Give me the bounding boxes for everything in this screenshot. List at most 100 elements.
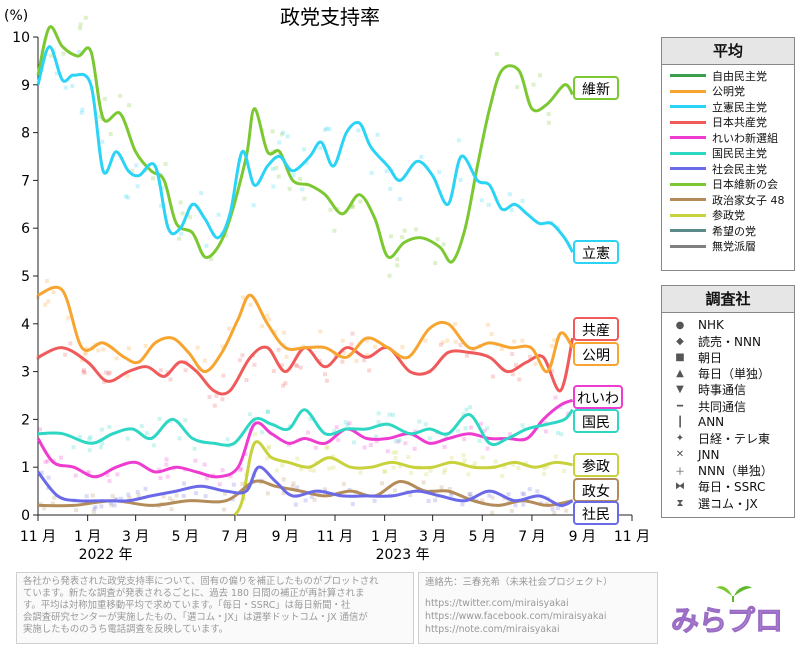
note-link[interactable]: https://note.com/miraisyakai [425, 624, 560, 635]
poll-point [192, 446, 197, 451]
poll-point [419, 154, 424, 159]
poll-point [402, 228, 407, 233]
x-tick-label: 1 月 [371, 529, 398, 545]
y-tick-label: 5 [21, 269, 30, 285]
average-legend-item: 希望の党 [662, 223, 794, 239]
poll-point [358, 199, 363, 204]
facebook-link[interactable]: https://www.facebook.com/miraisyakai [425, 611, 607, 622]
average-legend-item: 立憲民主党 [662, 99, 794, 115]
poll-point [251, 203, 256, 208]
poll-point [193, 458, 198, 463]
poll-point [194, 491, 199, 496]
poll-point [479, 198, 484, 203]
poll-point [322, 487, 327, 492]
legend-swatch [670, 182, 706, 186]
poll-point [222, 507, 227, 512]
poll-point [118, 93, 123, 98]
poll-point [340, 359, 345, 364]
poll-point [400, 235, 405, 240]
poll-point [375, 132, 380, 137]
poll-point [397, 438, 402, 443]
y-tick-label: 6 [21, 221, 30, 237]
note-line: す。平均は対称加重移動平均で求めています。「毎日・SSRC」は毎日新聞・社 [23, 600, 351, 611]
poll-point [295, 364, 300, 369]
x-tick-label: 3 月 [122, 529, 149, 545]
pollster-legend-item: ⧓ 毎日・SSRC [662, 479, 794, 495]
poll-point [202, 462, 207, 467]
poll-point [493, 459, 498, 464]
legend-label: 国民民主党 [712, 147, 767, 161]
poll-point [281, 477, 286, 482]
poll-point [389, 234, 394, 239]
legend-label: 共同通信 [698, 399, 747, 414]
poll-point [477, 438, 482, 443]
poll-point [442, 444, 447, 449]
poll-point [71, 445, 76, 450]
poll-point [485, 322, 490, 327]
poll-point [265, 456, 270, 461]
poll-point [240, 481, 245, 486]
pollster-legend-item: ◆ 読売・NNN [662, 333, 794, 349]
poll-point [512, 339, 517, 344]
series-line [36, 465, 574, 507]
poll-point [427, 436, 432, 441]
axes: 0 1 2 3 4 5 6 7 8 9 10 11 月 1 月 3 月 5 月 7 月 9 月 11 月 1 月 3 … [12, 30, 650, 563]
poll-point [179, 231, 184, 236]
poll-point [107, 370, 112, 375]
poll-point [500, 474, 505, 479]
poll-point [61, 51, 66, 56]
poll-point [99, 504, 104, 509]
poll-point [350, 331, 355, 336]
x-tick-label: 11 月 [614, 529, 650, 545]
poll-point [119, 496, 124, 501]
pollster-marker-icon: ● [675, 319, 685, 331]
poll-point [345, 423, 350, 428]
poll-point [552, 338, 557, 343]
poll-point [266, 446, 271, 451]
poll-point [447, 487, 452, 492]
poll-point [267, 444, 272, 449]
poll-point [45, 459, 50, 464]
poll-point [265, 491, 270, 496]
poll-point [506, 499, 511, 504]
poll-point [374, 434, 379, 439]
poll-point [306, 430, 311, 435]
average-legend-item: 無党派層 [662, 239, 794, 255]
y-tick-label: 4 [21, 317, 30, 333]
poll-point [279, 363, 284, 368]
poll-point [462, 458, 467, 463]
poll-point [309, 494, 314, 499]
year-label: 2022 年 [79, 547, 133, 563]
poll-point [169, 507, 174, 512]
poll-point [158, 368, 163, 373]
legend-label: 時事通信 [698, 383, 747, 398]
poll-point [543, 429, 548, 434]
poll-point [520, 423, 525, 428]
legend-swatch [670, 167, 706, 171]
poll-point [87, 437, 92, 442]
series-end-label-box [573, 453, 619, 477]
poll-point [274, 165, 279, 170]
chart-title: 政党支持率 [280, 5, 380, 29]
poll-point [324, 446, 329, 451]
poll-point [168, 496, 172, 501]
poll-point [239, 466, 244, 471]
poll-point [109, 503, 114, 508]
twitter-link[interactable]: https://twitter.com/miraisyakai [425, 598, 569, 609]
poll-point [83, 352, 88, 357]
poll-point [177, 236, 182, 241]
pollster-legend-item: ■ 朝日 [662, 349, 794, 365]
poll-point [43, 459, 48, 464]
series-end-label-box [573, 385, 623, 409]
y-axis-label: (%) [4, 8, 28, 24]
series-end-label-box [573, 317, 619, 341]
poll-point [331, 465, 336, 470]
poll-point [163, 161, 168, 166]
poll-point [204, 243, 209, 248]
poll-point [413, 429, 418, 434]
poll-point [351, 440, 356, 445]
pollster-marker-icon: ▲ [676, 368, 684, 380]
poll-point [487, 493, 492, 498]
pollster-legend-item: ━ 共同通信 [662, 398, 794, 414]
poll-point [351, 204, 356, 209]
